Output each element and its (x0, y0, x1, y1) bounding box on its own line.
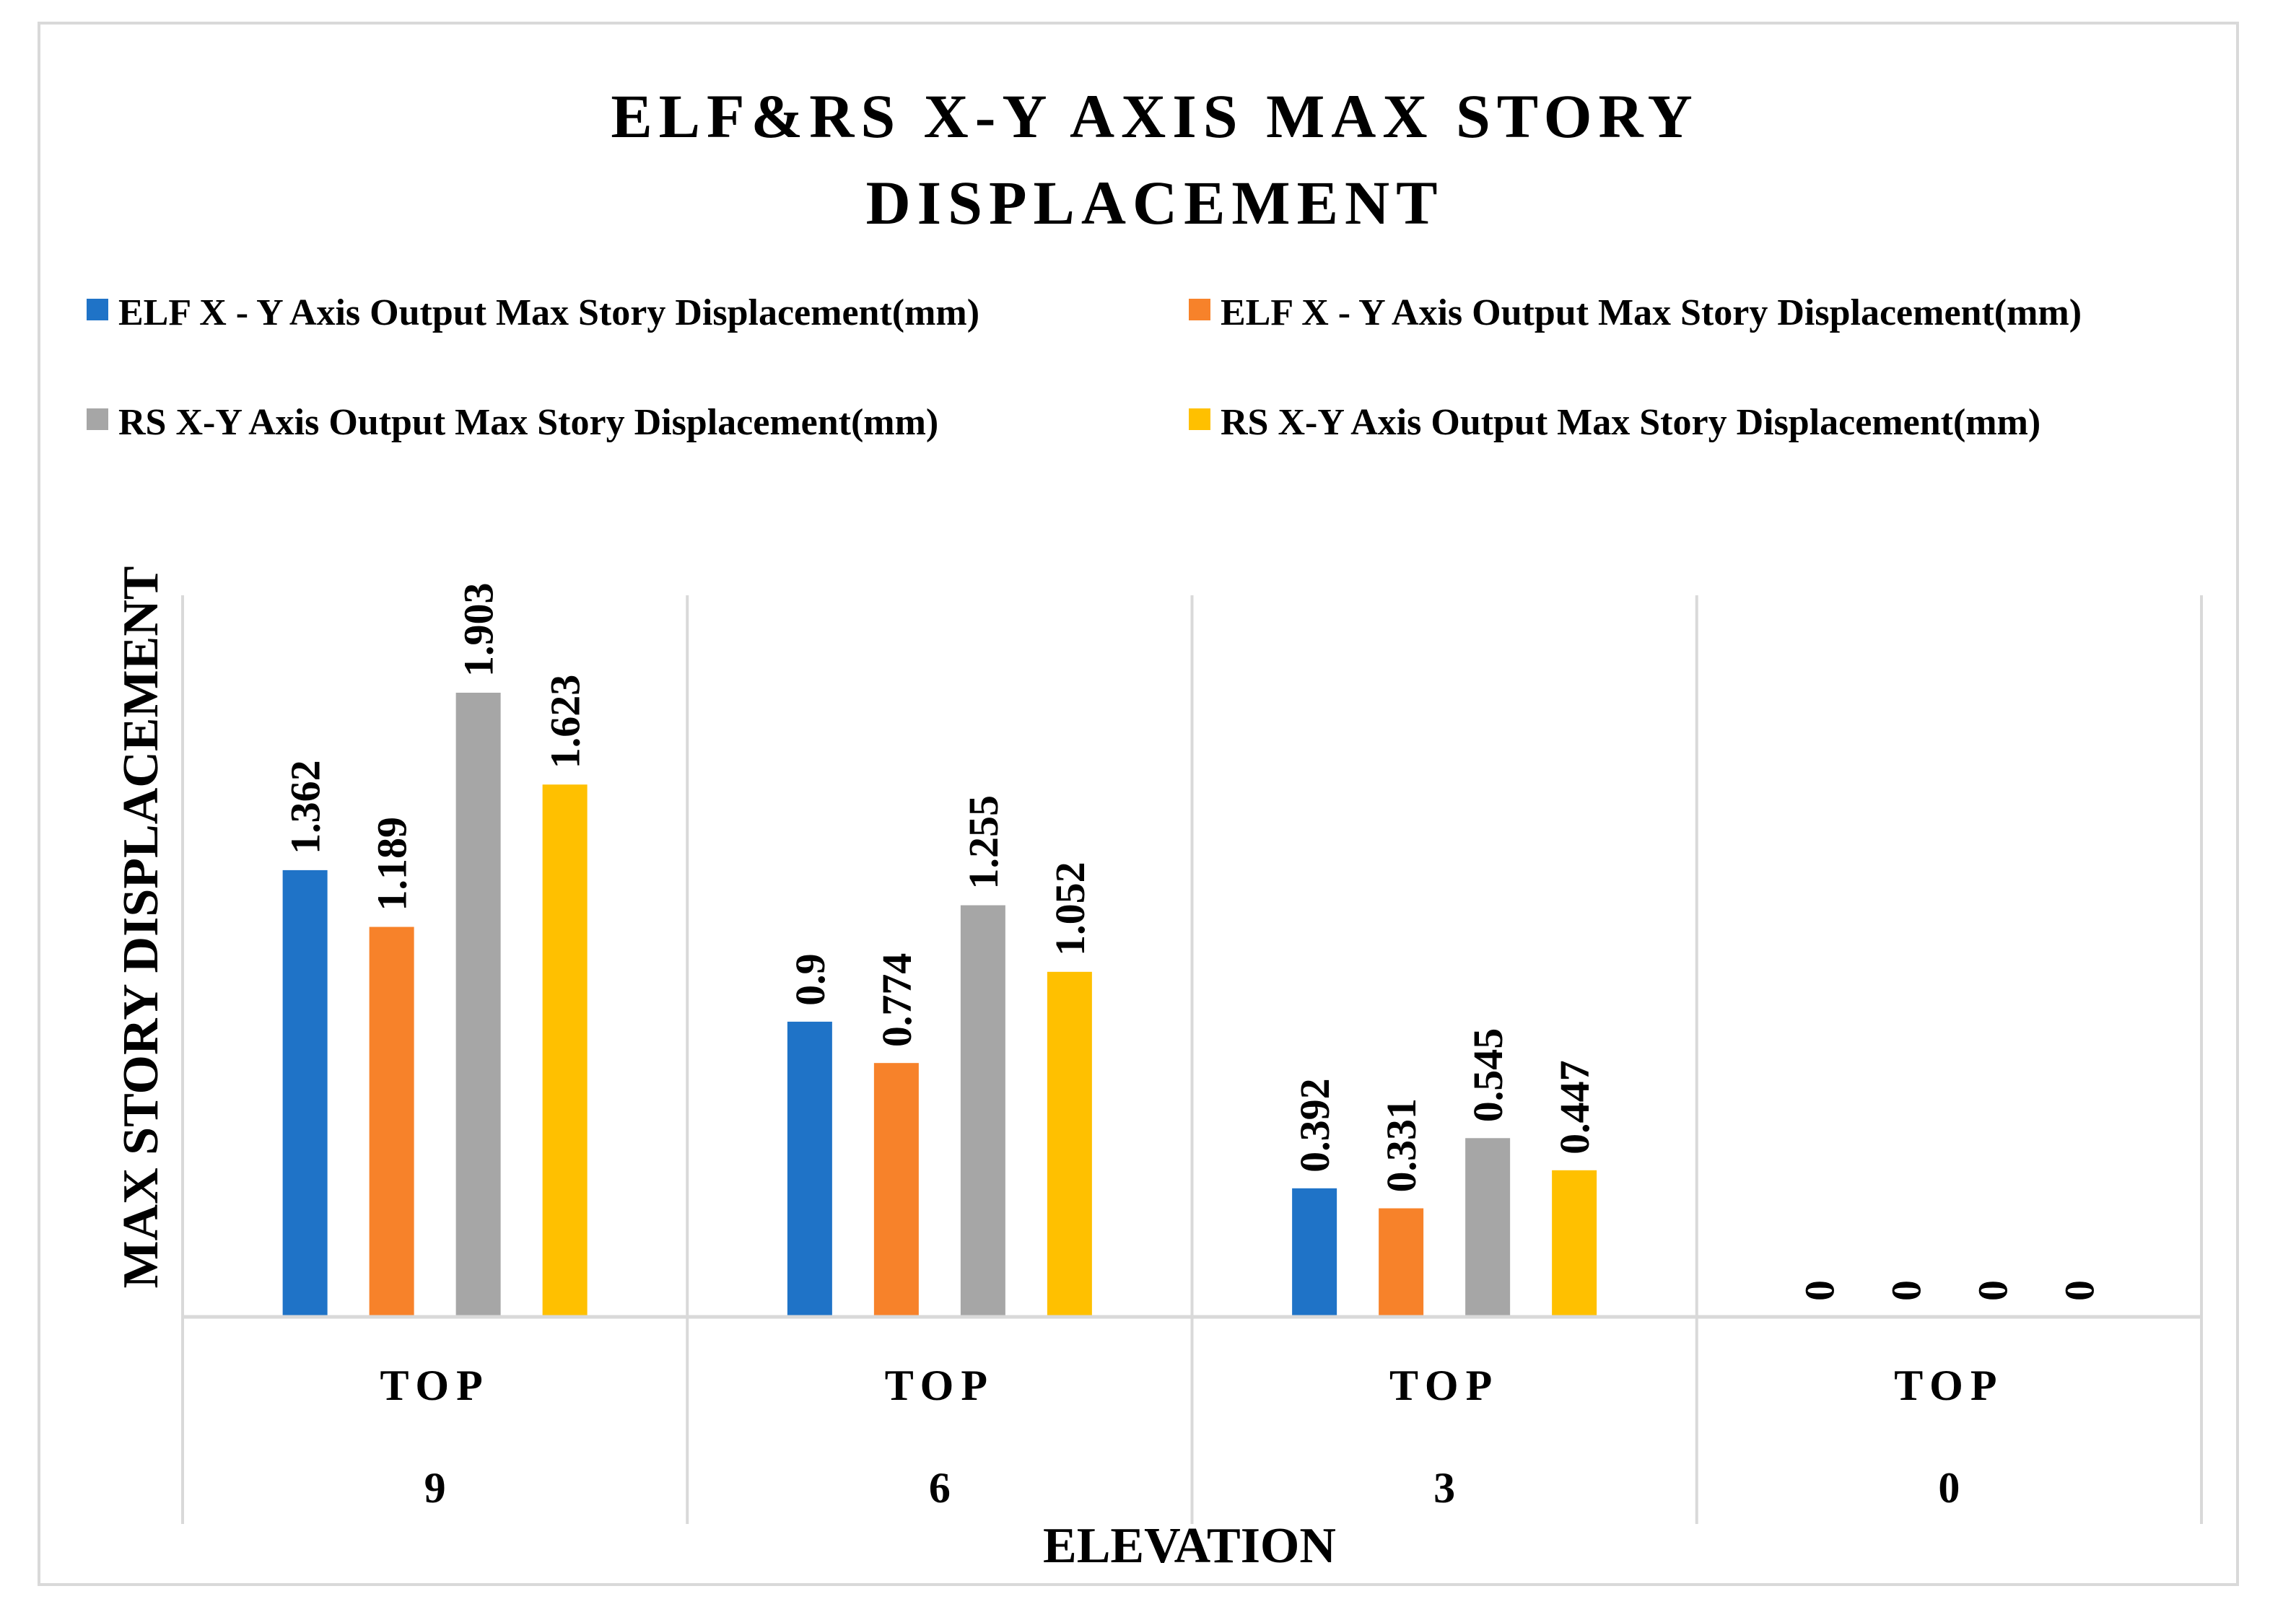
data-label-1-2: 0.9 (787, 953, 834, 1006)
bar-2-3 (1379, 1208, 1424, 1317)
category-label-4: TOP (1894, 1362, 2004, 1409)
chart-frame (38, 22, 2239, 1586)
legend-swatch-3 (87, 408, 108, 430)
category-label-2: TOP (885, 1362, 995, 1409)
bar-1-1 (282, 869, 328, 1317)
data-label-4-2: 1.052 (1047, 862, 1094, 956)
bar-3-3 (1465, 1138, 1511, 1317)
bar-3-2 (960, 905, 1005, 1317)
data-label-1-3: 0.392 (1291, 1078, 1338, 1173)
data-label-2-2: 0.774 (873, 953, 920, 1048)
data-label-1-1: 1.362 (282, 760, 329, 854)
data-label-2-1: 1.189 (369, 817, 416, 911)
plot-area: 1.362 1.189 1.903 1.623 TOP 9 0.9 0.774 1.255 1.0… (181, 583, 2203, 1524)
data-label-3-3: 0.545 (1465, 1028, 1511, 1123)
bar-2-1 (369, 927, 414, 1317)
category-label-3: TOP (1389, 1362, 1499, 1409)
data-label-3-1: 1.903 (455, 583, 502, 678)
legend-label-4: RS X-Y Axis Output Max Story Displacemen… (1221, 402, 2040, 443)
legend-label-2: ELF X - Y Axis Output Max Story Displace… (1221, 292, 2082, 333)
bar-1-3 (1292, 1188, 1337, 1317)
chart-title-line-1: ELF&RS X-Y AXIS MAX STORY (611, 82, 1698, 151)
data-label-3-4: 0 (1969, 1280, 2016, 1301)
legend: ELF X - Y Axis Output Max Story Displace… (87, 292, 2082, 443)
legend-label-1: ELF X - Y Axis Output Max Story Displace… (118, 292, 979, 333)
legend-label-3: RS X-Y Axis Output Max Story Displacemen… (118, 402, 938, 443)
data-label-2-4: 0 (1882, 1280, 1929, 1301)
data-label-1-4: 0 (1796, 1280, 1843, 1301)
elevation-label-3: 3 (1433, 1464, 1455, 1512)
data-label-4-3: 0.447 (1551, 1060, 1598, 1155)
y-axis-title: MAX STORY DISPLACEMENT (113, 566, 169, 1289)
bar-2-2 (873, 1063, 919, 1317)
chart-title-line-2: DISPLACEMENT (866, 168, 1444, 237)
bar-1-2 (787, 1021, 832, 1317)
data-label-4-4: 0 (2056, 1280, 2103, 1301)
data-label-3-2: 1.255 (960, 795, 1007, 890)
elevation-label-4: 0 (1938, 1464, 1960, 1512)
data-label-4-1: 1.623 (542, 675, 589, 769)
data-label-2-3: 0.331 (1378, 1098, 1425, 1193)
bar-3-1 (455, 693, 501, 1317)
bar-4-2 (1047, 971, 1092, 1317)
legend-swatch-4 (1189, 408, 1210, 430)
bar-4-3 (1552, 1170, 1597, 1317)
bar-4-1 (542, 784, 588, 1317)
legend-swatch-2 (1189, 299, 1210, 320)
x-axis-title: ELEVATION (1043, 1518, 1336, 1574)
elevation-label-2: 6 (929, 1464, 951, 1512)
legend-swatch-1 (87, 299, 108, 320)
elevation-label-1: 9 (424, 1464, 446, 1512)
category-label-1: TOP (380, 1362, 489, 1409)
